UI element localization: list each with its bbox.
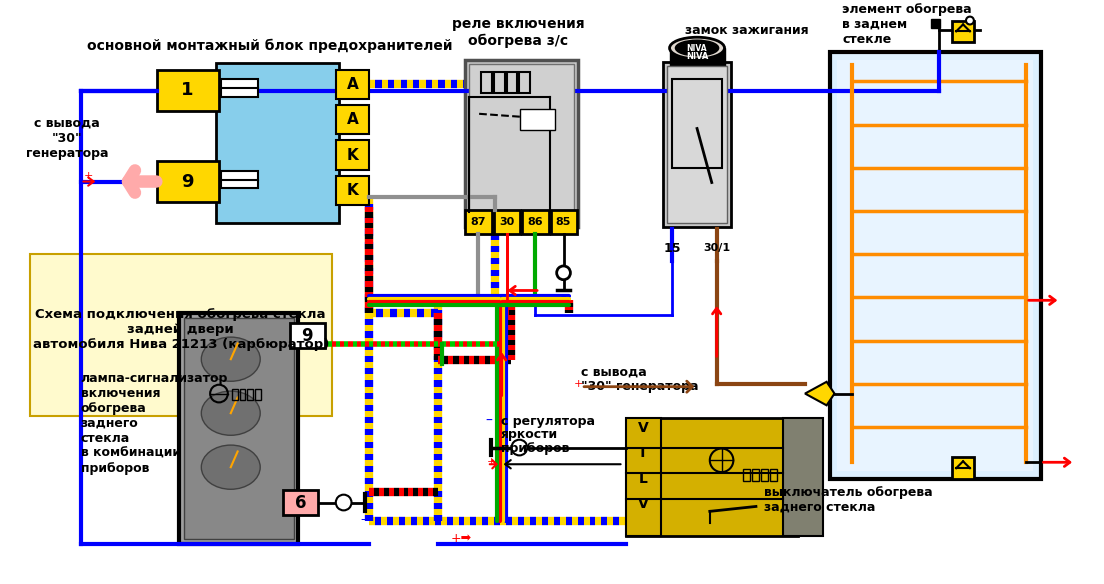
Bar	[953, 20, 974, 42]
Bar	[221, 79, 258, 97]
Bar	[519, 72, 530, 93]
Bar	[289, 323, 325, 349]
Bar	[240, 389, 245, 401]
Polygon shape	[805, 382, 835, 405]
Text: K: K	[347, 183, 359, 198]
Bar	[221, 171, 258, 189]
Bar	[829, 52, 1041, 479]
Bar	[466, 60, 578, 227]
Text: 1: 1	[181, 81, 194, 99]
Bar	[520, 109, 554, 130]
Bar	[183, 318, 294, 539]
Circle shape	[966, 16, 974, 25]
Text: 6: 6	[295, 493, 306, 512]
Bar	[157, 69, 219, 111]
Text: с вывода
"30"
генератора: с вывода "30" генератора	[25, 117, 108, 160]
Text: замок зажигания: замок зажигания	[686, 24, 809, 37]
Bar	[493, 72, 505, 93]
Bar	[838, 60, 1032, 471]
Bar	[336, 140, 369, 170]
Text: A: A	[347, 112, 359, 127]
Bar	[469, 64, 574, 223]
Text: V: V	[638, 421, 648, 435]
Bar	[752, 469, 758, 481]
Text: выключатель обогрева
заднего стекла: выключатель обогрева заднего стекла	[764, 485, 933, 513]
Text: яркости: яркости	[501, 428, 558, 442]
Text: 86: 86	[528, 217, 543, 227]
Text: –: –	[561, 291, 566, 301]
Text: V: V	[638, 498, 648, 512]
Bar	[283, 490, 318, 515]
Text: реле включения
обогрева з/с: реле включения обогрева з/с	[452, 17, 585, 48]
Bar	[493, 210, 520, 234]
Bar	[931, 19, 941, 29]
Text: +: +	[487, 457, 497, 467]
Bar	[232, 389, 237, 401]
Bar	[769, 469, 776, 481]
Bar	[255, 389, 262, 401]
Text: +: +	[573, 379, 583, 389]
Bar	[157, 161, 219, 202]
Bar	[336, 105, 369, 134]
Circle shape	[556, 266, 571, 280]
Bar	[507, 72, 518, 93]
Text: Схема подключения обогрева стекла
задней двери
автомобиля Нива 21213 (карбюратор: Схема подключения обогрева стекла задней…	[32, 308, 329, 351]
Text: K: K	[347, 148, 359, 162]
Bar	[667, 65, 728, 223]
Bar	[336, 69, 369, 99]
Text: приборов: приборов	[501, 442, 569, 455]
Ellipse shape	[201, 337, 261, 381]
Text: T: T	[638, 446, 648, 460]
Bar	[179, 313, 298, 544]
Bar	[216, 62, 339, 223]
Text: 30: 30	[499, 217, 514, 227]
Ellipse shape	[676, 40, 719, 56]
Bar	[761, 469, 767, 481]
Text: лампа-сигнализатор
включения
обогрева
заднего
стекла
в комбинации
приборов: лампа-сигнализатор включения обогрева за…	[81, 371, 227, 475]
Ellipse shape	[201, 391, 261, 435]
Bar	[662, 62, 731, 227]
Bar	[784, 418, 822, 536]
Circle shape	[511, 440, 528, 456]
Bar	[466, 210, 492, 234]
Text: NIVA: NIVA	[686, 53, 709, 61]
Text: элемент обогрева
в заднем
стекле: элемент обогрева в заднем стекле	[842, 3, 972, 46]
Bar	[626, 418, 660, 536]
Bar	[551, 210, 577, 234]
Text: –: –	[485, 414, 492, 428]
Text: A: A	[347, 77, 359, 92]
Bar	[336, 176, 369, 205]
Bar	[247, 389, 253, 401]
Text: 15: 15	[664, 242, 681, 255]
Circle shape	[336, 495, 351, 510]
Bar	[481, 72, 492, 93]
Text: 85: 85	[555, 217, 571, 227]
Text: основной монтажный блок предохранителей: основной монтажный блок предохранителей	[87, 39, 453, 53]
Text: 9: 9	[301, 326, 314, 345]
Text: с регулятора: с регулятора	[501, 415, 595, 427]
Text: –: –	[360, 513, 367, 526]
Bar	[953, 457, 974, 479]
Text: с вывода: с вывода	[581, 366, 647, 378]
Text: +: +	[84, 171, 93, 180]
Bar	[743, 469, 750, 481]
Bar	[672, 79, 722, 168]
Bar	[30, 254, 332, 416]
Text: NIVA: NIVA	[687, 44, 708, 53]
Text: L: L	[638, 472, 647, 486]
Text: "30" генератора: "30" генератора	[581, 380, 699, 393]
Text: +➡: +➡	[450, 533, 473, 545]
Bar	[669, 48, 724, 65]
Bar	[522, 210, 549, 234]
Text: 30/1: 30/1	[703, 244, 730, 253]
Bar	[626, 418, 798, 536]
Ellipse shape	[669, 37, 724, 59]
Text: 87: 87	[470, 217, 486, 227]
Text: 9: 9	[181, 172, 194, 190]
Ellipse shape	[201, 445, 261, 489]
